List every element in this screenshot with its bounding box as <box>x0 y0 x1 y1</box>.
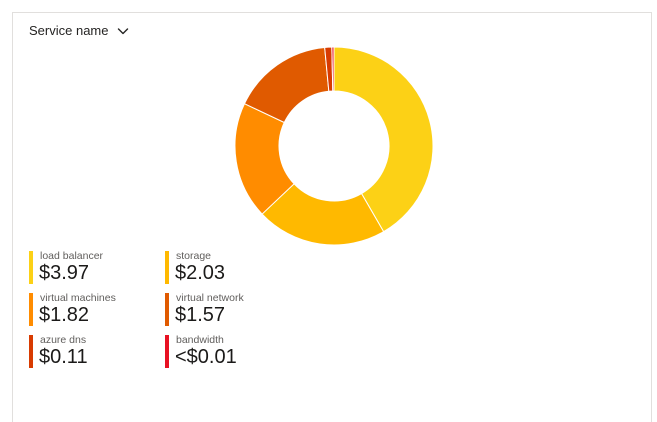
legend-swatch <box>165 293 169 326</box>
legend-swatch <box>29 335 33 368</box>
legend-value: $2.03 <box>175 262 226 284</box>
legend-item-virtual-network[interactable]: virtual network $1.57 <box>165 292 295 329</box>
cost-by-service-card: Service name load balancer $3.97 storage… <box>12 12 652 422</box>
legend-swatch <box>165 335 169 368</box>
legend-name: load balancer <box>40 250 104 262</box>
legend-name: virtual machines <box>40 292 116 304</box>
group-by-dropdown[interactable]: Service name <box>29 23 130 38</box>
legend-value: <$0.01 <box>175 346 237 368</box>
legend-value: $1.82 <box>39 304 90 326</box>
group-by-label: Service name <box>29 23 109 38</box>
legend-swatch <box>165 251 169 284</box>
donut-slice-load-balancer[interactable] <box>333 46 434 233</box>
donut-slice-bandwidth[interactable] <box>331 46 335 92</box>
legend-name: virtual network <box>176 292 244 304</box>
legend-value: $3.97 <box>39 262 90 284</box>
legend-item-virtual-machines[interactable]: virtual machines $1.82 <box>29 292 159 329</box>
chevron-down-icon <box>118 27 129 34</box>
legend-name: azure dns <box>40 334 87 346</box>
legend-value: $1.57 <box>175 304 226 326</box>
legend-swatch <box>29 251 33 284</box>
donut-chart <box>234 46 434 246</box>
legend-item-storage[interactable]: storage $2.03 <box>165 250 295 287</box>
legend-name: bandwidth <box>176 334 224 346</box>
legend-value: $0.11 <box>39 346 88 368</box>
legend-item-bandwidth[interactable]: bandwidth <$0.01 <box>165 334 295 371</box>
legend-item-azure-dns[interactable]: azure dns $0.11 <box>29 334 159 371</box>
legend-item-load-balancer[interactable]: load balancer $3.97 <box>29 250 159 287</box>
legend-swatch <box>29 293 33 326</box>
legend-name: storage <box>176 250 212 262</box>
